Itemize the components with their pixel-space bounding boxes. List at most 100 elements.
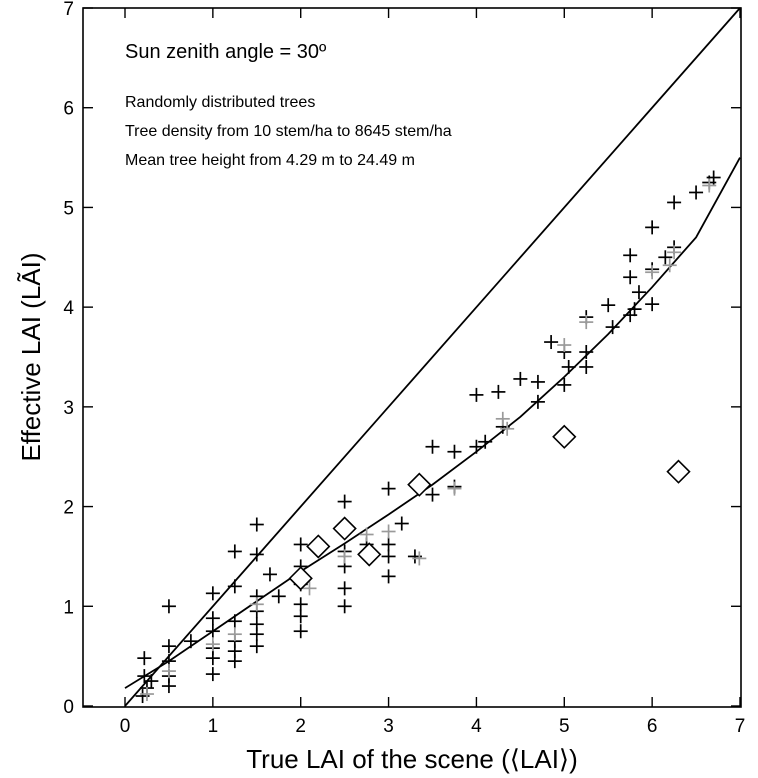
y-tick-label: 2 bbox=[63, 498, 74, 519]
plus-marker bbox=[249, 627, 264, 642]
x-tick-label: 6 bbox=[647, 716, 658, 737]
plus-marker bbox=[137, 669, 152, 684]
plus-marker bbox=[249, 639, 264, 654]
x-tick-label: 1 bbox=[208, 716, 219, 737]
plus-marker bbox=[262, 567, 277, 582]
diamond-marker bbox=[332, 516, 357, 541]
plus-marker bbox=[381, 569, 396, 584]
plus-marker bbox=[627, 302, 642, 317]
plus-marker bbox=[557, 338, 572, 353]
plus-marker bbox=[645, 220, 660, 235]
plus-marker bbox=[658, 250, 673, 265]
plot-frame bbox=[82, 7, 742, 708]
data-markers bbox=[135, 170, 721, 704]
plus-marker bbox=[205, 586, 220, 601]
fit-curve bbox=[124, 157, 741, 689]
plus-marker bbox=[579, 345, 594, 360]
plus-marker bbox=[337, 549, 352, 564]
plus-marker bbox=[623, 270, 638, 285]
y-tick-label: 4 bbox=[63, 298, 74, 319]
plus-marker bbox=[271, 589, 286, 604]
plus-marker bbox=[205, 637, 220, 652]
plus-marker bbox=[249, 517, 264, 532]
plus-marker bbox=[302, 581, 317, 596]
one-to-one-line bbox=[124, 7, 741, 707]
plus-marker bbox=[425, 487, 440, 502]
x-tick-label: 7 bbox=[735, 716, 746, 737]
plus-marker bbox=[381, 549, 396, 564]
plus-marker bbox=[205, 667, 220, 682]
plus-marker bbox=[706, 170, 721, 185]
plus-marker bbox=[161, 639, 176, 654]
plus-marker bbox=[645, 297, 660, 312]
plus-marker bbox=[447, 444, 462, 459]
annotation-sun-angle: Sun zenith angle = 30º bbox=[125, 41, 327, 63]
plus-marker bbox=[491, 384, 506, 399]
plus-marker bbox=[381, 537, 396, 552]
reference-lines bbox=[124, 7, 741, 707]
plus-marker bbox=[249, 597, 264, 612]
x-tick-label: 3 bbox=[383, 716, 394, 737]
plus-marker bbox=[183, 634, 198, 649]
diamond-marker bbox=[288, 566, 313, 591]
plus-marker bbox=[205, 651, 220, 666]
plus-marker bbox=[605, 320, 620, 335]
plus-marker bbox=[227, 614, 242, 629]
plus-marker bbox=[689, 185, 704, 200]
plus-marker bbox=[249, 547, 264, 562]
y-tick-label: 6 bbox=[63, 99, 74, 120]
diamond-marker bbox=[357, 542, 382, 567]
plus-marker bbox=[667, 195, 682, 210]
plus-marker bbox=[161, 679, 176, 694]
axis-ticks: 0 1 2 3 4 5 6 7 0 1 2 3 4 5 6 7 bbox=[63, 0, 745, 737]
plus-marker bbox=[425, 439, 440, 454]
plus-marker bbox=[381, 524, 396, 539]
plus-marker bbox=[530, 394, 545, 409]
plus-marker bbox=[293, 624, 308, 639]
plus-marker bbox=[293, 537, 308, 552]
y-tick-label: 3 bbox=[63, 398, 74, 419]
plus-marker bbox=[381, 481, 396, 496]
plus-marker bbox=[645, 265, 660, 280]
plus-marker bbox=[469, 439, 484, 454]
plus-marker bbox=[227, 627, 242, 642]
plus-marker bbox=[161, 664, 176, 679]
x-tick-label: 4 bbox=[471, 716, 482, 737]
diamond-marker bbox=[407, 472, 432, 497]
annotation-line-1: Randomly distributed trees bbox=[125, 94, 315, 111]
plus-marker bbox=[205, 611, 220, 626]
plus-marker bbox=[662, 258, 677, 273]
plus-marker bbox=[667, 245, 682, 260]
plus-marker bbox=[495, 411, 510, 426]
plus-marker bbox=[161, 599, 176, 614]
plus-marker bbox=[144, 674, 159, 689]
plus-marker bbox=[469, 387, 484, 402]
diamond-marker bbox=[552, 424, 577, 449]
plus-marker bbox=[394, 516, 409, 531]
plus-marker bbox=[579, 315, 594, 330]
plus-marker bbox=[631, 285, 646, 300]
plus-marker bbox=[139, 687, 154, 702]
plus-marker bbox=[557, 377, 572, 392]
plus-marker bbox=[293, 597, 308, 612]
annotation-line-2: Tree density from 10 stem/ha to 8645 ste… bbox=[125, 123, 452, 140]
plus-marker bbox=[601, 298, 616, 313]
plus-marker bbox=[500, 421, 515, 436]
diamond-marker bbox=[306, 534, 331, 559]
plus-marker bbox=[530, 374, 545, 389]
plus-marker bbox=[227, 654, 242, 669]
plus-marker bbox=[702, 178, 717, 193]
diamond-marker bbox=[666, 459, 691, 484]
plus-marker bbox=[227, 579, 242, 594]
y-tick-label: 0 bbox=[63, 697, 74, 718]
plus-marker bbox=[359, 527, 374, 542]
plus-marker bbox=[623, 248, 638, 263]
plus-marker bbox=[412, 551, 427, 566]
plus-marker bbox=[579, 359, 594, 374]
plus-marker bbox=[513, 371, 528, 386]
x-axis-title: True LAI of the scene (⟨LAI⟩) bbox=[246, 744, 577, 774]
plus-marker bbox=[337, 599, 352, 614]
y-tick-label: 7 bbox=[63, 0, 74, 20]
plus-marker bbox=[293, 609, 308, 624]
